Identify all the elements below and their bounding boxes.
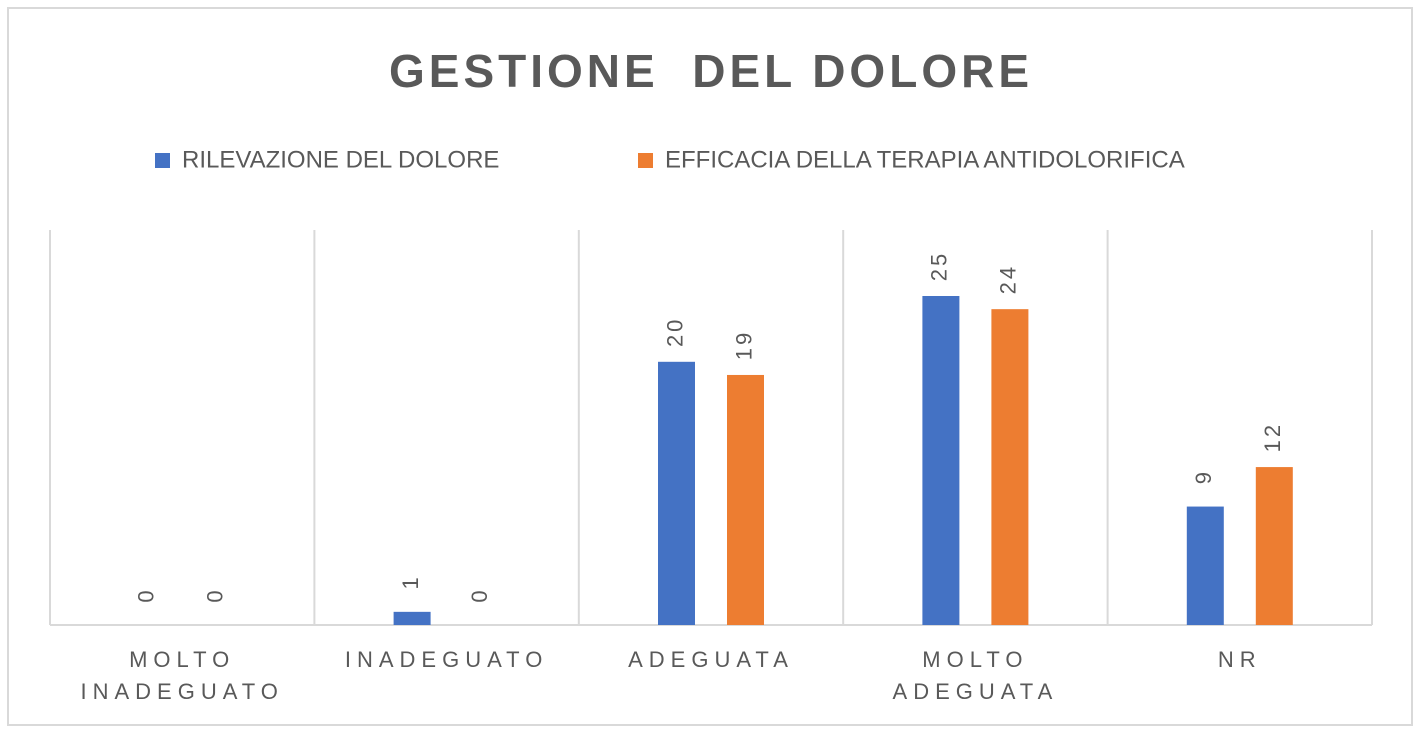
- chart-title: GESTIONE DEL DOLORE: [389, 45, 1033, 97]
- x-tick-label-line: MOLTO: [129, 647, 235, 672]
- data-label: 0: [203, 587, 228, 602]
- x-tick-label-line: ADEGUATA: [893, 679, 1059, 704]
- data-label: 9: [1191, 469, 1216, 484]
- data-label: 1: [398, 574, 423, 589]
- legend-swatch: [638, 153, 653, 168]
- data-label: 19: [731, 330, 756, 360]
- x-tick-label-line: INADEGUATO: [80, 679, 283, 704]
- legend-label: EFFICACIA DELLA TERAPIA ANTIDOLORIFICA: [665, 146, 1185, 173]
- x-tick-label: NR: [1218, 647, 1262, 672]
- bar: [1255, 467, 1293, 625]
- bar: [922, 296, 960, 625]
- legend-swatch: [155, 153, 170, 168]
- data-label: 24: [996, 264, 1021, 294]
- data-label: 0: [467, 587, 492, 602]
- bar: [991, 309, 1029, 625]
- bar: [658, 361, 695, 625]
- data-label: 12: [1260, 422, 1285, 452]
- chart-frame: [7, 7, 1413, 726]
- x-tick-label-line: MOLTO: [922, 647, 1028, 672]
- bar: [393, 611, 431, 625]
- data-label: 25: [927, 251, 952, 281]
- x-tick-label: ADEGUATA: [628, 647, 794, 672]
- bar: [1186, 506, 1224, 625]
- x-tick-label: MOLTO INADEGUATO: [80, 647, 283, 704]
- bar: [727, 374, 764, 625]
- legend-label: RILEVAZIONE DEL DOLORE: [182, 146, 499, 173]
- data-label: 0: [134, 587, 159, 602]
- x-tick-label: INADEGUATO: [345, 647, 548, 672]
- x-tick-label: MOLTO ADEGUATA: [893, 647, 1059, 704]
- data-label: 20: [662, 317, 687, 347]
